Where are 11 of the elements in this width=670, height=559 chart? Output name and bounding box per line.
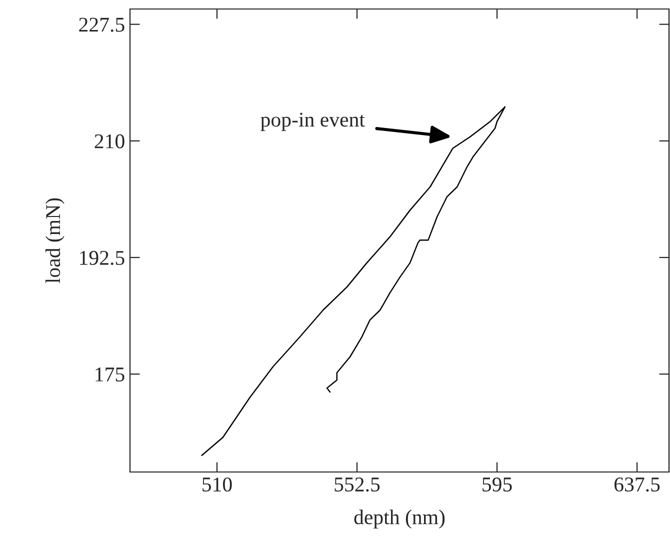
x-tick-label: 637.5 — [614, 478, 660, 492]
x-tick-label: 510 — [202, 477, 232, 492]
y-tick-label: 227.5 — [79, 18, 124, 32]
x-tick-label: 552.5 — [334, 478, 380, 492]
x-tick-label: 595 — [482, 478, 512, 492]
y-tick-label: 175 — [96, 368, 124, 382]
x-axis-title: depth (nm) — [354, 510, 445, 529]
y-tick-label: 192.5 — [80, 250, 124, 266]
y-tick-label: 210 — [94, 134, 124, 148]
y-axis-title: load (mN) — [45, 198, 64, 284]
annotation: pop-in event — [260, 112, 365, 131]
